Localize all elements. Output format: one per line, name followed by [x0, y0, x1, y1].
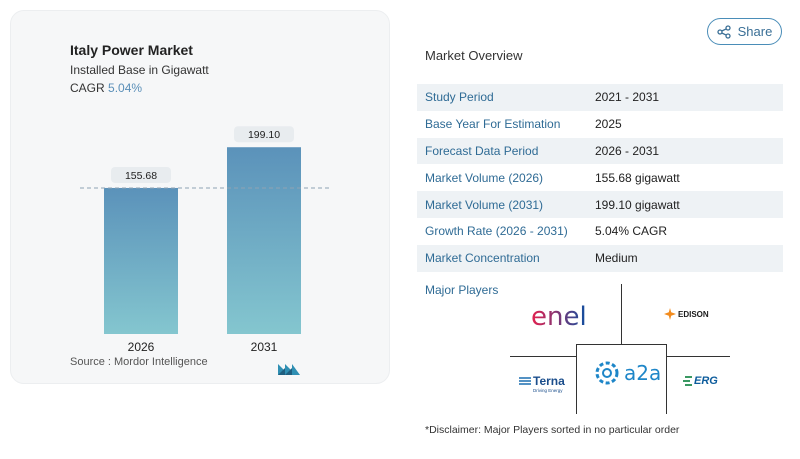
category-label: 2026: [128, 340, 155, 354]
erg-logo-text: ERG: [694, 375, 718, 387]
edison-logo: EDISON: [664, 308, 709, 320]
chart-subtitle: Installed Base in Gigawatt: [70, 63, 209, 77]
value-label-bg: [111, 166, 171, 183]
a2a-mark-icon: [595, 361, 619, 385]
mordor-logo-icon: [278, 364, 300, 375]
overview-value: 5.04% CAGR: [595, 224, 668, 239]
edison-logo-text: EDISON: [678, 309, 709, 319]
share-label: Share: [737, 24, 773, 39]
grid-divider: [510, 356, 576, 357]
terna-mark-icon: [519, 377, 531, 385]
erg-mark-icon: [683, 376, 692, 386]
chart-title: Italy Power Market: [70, 42, 193, 58]
grid-divider: [621, 284, 622, 344]
overview-label: Study Period: [425, 90, 494, 105]
overview-row: Market Concentration Medium: [417, 244, 783, 272]
overview-label: Market Concentration: [425, 251, 540, 266]
overview-value: 2021 - 2031: [595, 90, 660, 105]
overview-value: 2025: [595, 117, 622, 132]
disclaimer: *Disclaimer: Major Players sorted in no …: [425, 424, 680, 436]
edison-mark-icon: [664, 308, 676, 320]
source-text: Source : Mordor Intelligence: [70, 356, 208, 368]
bar-2026: [104, 187, 178, 334]
grid-divider: [576, 344, 666, 345]
overview-row: Base Year For Estimation 2025: [417, 111, 783, 138]
overview-value: 199.10 gigawatt: [595, 197, 680, 212]
a2a-logo: a2a: [594, 360, 661, 386]
overview-table: Study Period 2021 - 2031 Base Year For E…: [417, 84, 783, 272]
terna-logo: Terna Driving Energy: [519, 374, 565, 393]
overview-label: Forecast Data Period: [425, 143, 539, 158]
overview-row: Study Period 2021 - 2031: [417, 84, 783, 111]
overview-value: 155.68 gigawatt: [595, 170, 680, 185]
overview-value: 2026 - 2031: [595, 143, 660, 158]
share-icon: [716, 24, 731, 39]
value-label: 199.10: [248, 129, 280, 141]
enel-logo: enel: [530, 302, 595, 332]
overview-label: Base Year For Estimation: [425, 117, 561, 132]
enel-logo-text: enel: [531, 302, 587, 332]
cagr-label: CAGR: [70, 81, 105, 95]
overview-row: Forecast Data Period 2026 - 2031: [417, 137, 783, 165]
erg-logo: ERG: [683, 375, 718, 387]
cagr-value: 5.04%: [108, 81, 143, 95]
bar-2031: [227, 147, 301, 334]
cagr-text: CAGR 5.04%: [70, 81, 142, 95]
overview-label: Market Volume (2031): [425, 197, 544, 212]
category-label: 2031: [251, 340, 278, 354]
overview-title: Market Overview: [425, 48, 523, 63]
overview-value: Medium: [595, 251, 638, 266]
overview-row: Market Volume (2031) 199.10 gigawatt: [417, 191, 783, 218]
value-label: 155.68: [125, 170, 157, 182]
enel-logo-icon: enel: [531, 302, 587, 332]
overview-label: Market Volume (2026): [425, 170, 544, 185]
grid-divider: [666, 356, 730, 357]
share-button[interactable]: Share: [707, 18, 782, 45]
bar-chart: 155.68 2026 199.10 2031: [80, 126, 330, 354]
overview-label: Growth Rate (2026 - 2031): [425, 224, 568, 239]
players-grid: [510, 284, 730, 414]
grid-divider: [666, 344, 667, 414]
value-label-bg: [234, 126, 294, 143]
terna-logo-text: Terna: [533, 374, 565, 388]
a2a-logo-text: a2a: [624, 361, 662, 385]
grid-divider: [576, 344, 577, 414]
overview-row: Market Volume (2026) 155.68 gigawatt: [417, 164, 783, 191]
overview-row: Growth Rate (2026 - 2031) 5.04% CAGR: [417, 218, 783, 245]
major-players-title: Major Players: [425, 283, 499, 297]
terna-tagline: Driving Energy: [533, 388, 563, 393]
chart-card: [10, 10, 390, 384]
